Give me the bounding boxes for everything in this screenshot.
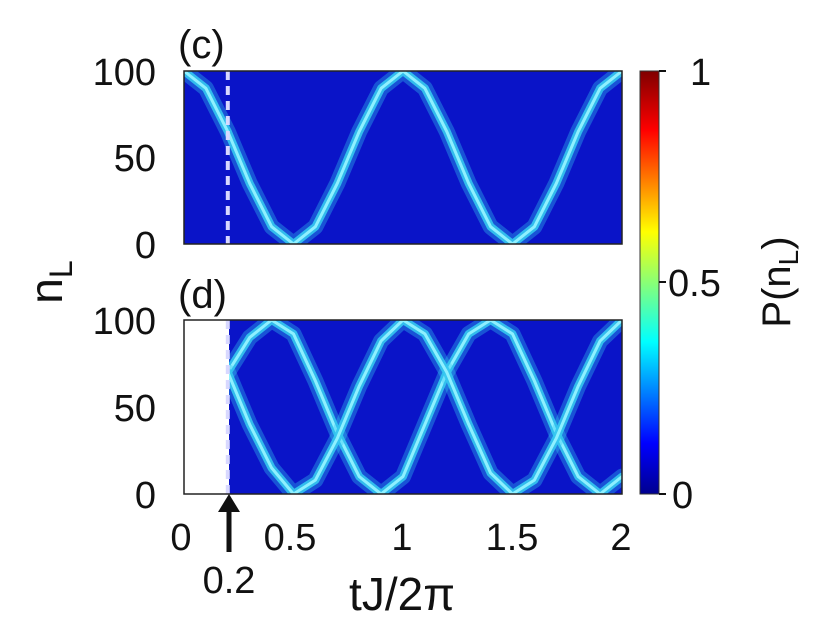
- xtick-1.5: 1.5: [486, 517, 539, 559]
- colorbar-title: P(nL): [755, 236, 804, 327]
- ridge-1-layer-2: [229, 320, 622, 494]
- colorbar-label-0.5: 0.5: [668, 263, 721, 305]
- xtick-0: 0: [170, 517, 191, 559]
- ridge-0-layer-2: [184, 71, 622, 244]
- panel-d-ytick-50: 50: [114, 388, 156, 430]
- arrow-up-icon: [218, 494, 240, 512]
- colorbar-title-sub: L: [773, 250, 804, 266]
- panel-d-ytick-100: 100: [93, 301, 156, 343]
- svg-text:nL: nL: [20, 260, 79, 303]
- colorbar-label-1: 1: [690, 52, 711, 94]
- y-axis-label: nL: [20, 260, 79, 303]
- panel-c-ytick-50: 50: [114, 138, 156, 180]
- panel-d-ridges: [229, 320, 622, 494]
- colorbar-title-main: P(n: [755, 265, 799, 327]
- panel-c: (c) 100 50 0: [93, 23, 623, 267]
- xtick-2: 2: [610, 517, 631, 559]
- colorbar-label-0: 0: [672, 475, 693, 517]
- panel-c-ytick-100: 100: [93, 52, 156, 94]
- x-axis: 0 0.5 1 1.5 2 0.2 tJ/2π: [170, 494, 632, 620]
- svg-text:P(nL): P(nL): [755, 236, 804, 327]
- arrow-marker: [218, 494, 240, 552]
- xtick-1: 1: [391, 517, 412, 559]
- panel-d-frame: [183, 319, 623, 495]
- panel-c-heatmap-bg: [184, 71, 622, 244]
- x-axis-label: tJ/2π: [349, 568, 455, 620]
- arrow-value: 0.2: [203, 560, 256, 602]
- colorbar: 0 0.5 1: [639, 52, 721, 517]
- colorbar-gradient: [639, 70, 660, 495]
- panel-c-label: (c): [178, 23, 225, 67]
- panel-d-label: (d): [178, 273, 227, 317]
- y-axis-label-main: n: [20, 278, 72, 304]
- panel-c-ytick-0: 0: [135, 225, 156, 267]
- colorbar-title-end: ): [755, 236, 799, 249]
- panel-d-heatmap-bg: [229, 320, 622, 494]
- panel-d: (d) 100 50 0: [93, 273, 623, 517]
- y-axis-label-sub: L: [43, 260, 79, 278]
- panel-c-ridges: [184, 71, 622, 244]
- panel-d-ytick-0: 0: [135, 475, 156, 517]
- xtick-0.5: 0.5: [264, 517, 317, 559]
- panel-c-frame: [183, 70, 623, 245]
